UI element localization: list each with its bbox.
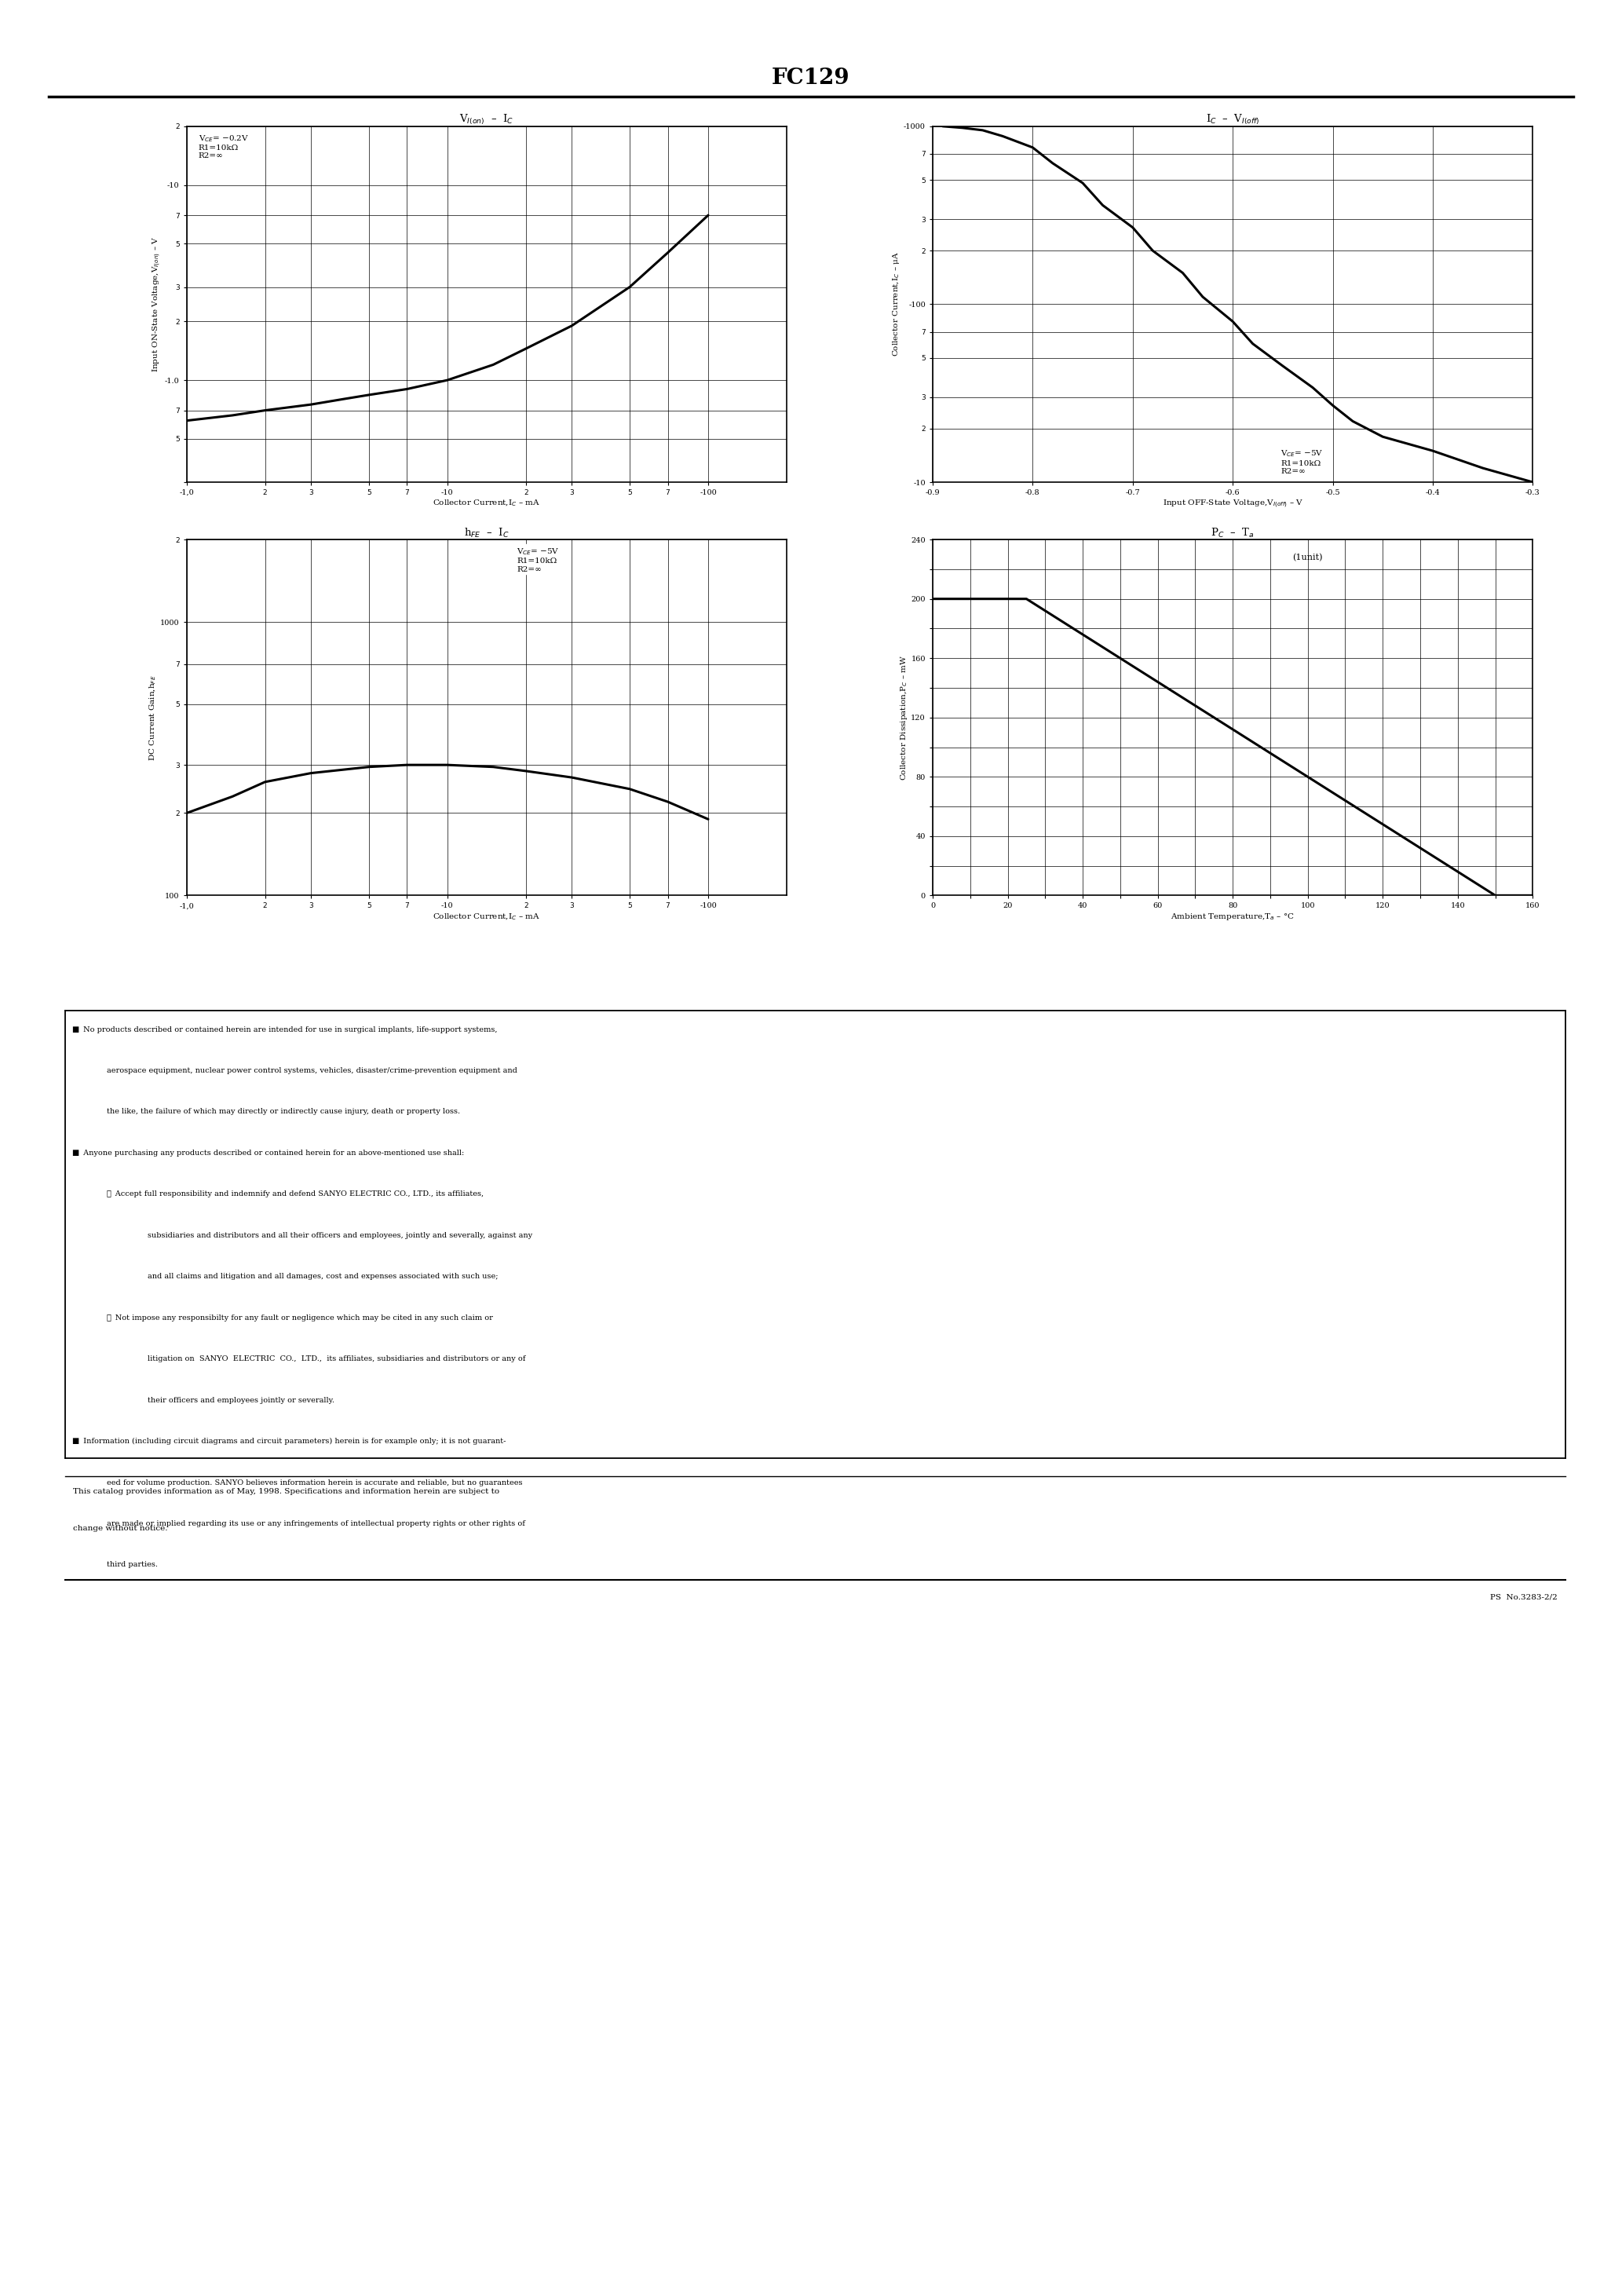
Text: the like, the failure of which may directly or indirectly cause injury, death or: the like, the failure of which may direc…: [107, 1109, 461, 1116]
Text: their officers and employees jointly or severally.: their officers and employees jointly or …: [148, 1396, 334, 1403]
Text: ① Accept full responsibility and indemnify and defend SANYO ELECTRIC CO., LTD., : ① Accept full responsibility and indemni…: [107, 1192, 483, 1199]
Text: eed for volume production. SANYO believes information herein is accurate and rel: eed for volume production. SANYO believe…: [107, 1479, 522, 1486]
Text: subsidiaries and distributors and all their officers and employees, jointly and : subsidiaries and distributors and all th…: [148, 1233, 532, 1240]
Text: litigation on  SANYO  ELECTRIC  CO.,  LTD.,  its affiliates, subsidiaries and di: litigation on SANYO ELECTRIC CO., LTD., …: [148, 1355, 526, 1362]
Text: ■ Information (including circuit diagrams and circuit parameters) herein is for : ■ Information (including circuit diagram…: [73, 1437, 506, 1444]
Text: V$_{CE}$= −5V
R1=10kΩ
R2=∞: V$_{CE}$= −5V R1=10kΩ R2=∞: [1281, 448, 1324, 475]
X-axis label: Collector Current,I$_C$ – mA: Collector Current,I$_C$ – mA: [433, 498, 540, 507]
Text: ■ Anyone purchasing any products described or contained herein for an above-ment: ■ Anyone purchasing any products describ…: [73, 1150, 464, 1157]
Title: h$_{FE}$  –  I$_C$: h$_{FE}$ – I$_C$: [464, 526, 509, 540]
Y-axis label: Collector Current,I$_C$ – μA: Collector Current,I$_C$ – μA: [892, 253, 902, 356]
Text: PS  No.3283-2/2: PS No.3283-2/2: [1489, 1593, 1557, 1600]
X-axis label: Ambient Temperature,T$_a$ – °C: Ambient Temperature,T$_a$ – °C: [1171, 912, 1294, 923]
Text: V$_{CE}$= −0.2V
R1=10kΩ
R2=∞: V$_{CE}$= −0.2V R1=10kΩ R2=∞: [198, 133, 248, 161]
Text: This catalog provides information as of May, 1998. Specifications and informatio: This catalog provides information as of …: [73, 1488, 500, 1495]
Y-axis label: Input ON-State Voltage,V$_{I(on)}$ – V: Input ON-State Voltage,V$_{I(on)}$ – V: [151, 236, 162, 372]
Text: change without notice.: change without notice.: [73, 1525, 167, 1531]
Text: and all claims and litigation and all damages, cost and expenses associated with: and all claims and litigation and all da…: [148, 1272, 498, 1281]
Text: V$_{CE}$= −5V
R1=10kΩ
R2=∞: V$_{CE}$= −5V R1=10kΩ R2=∞: [516, 546, 560, 574]
Title: P$_C$  –  T$_a$: P$_C$ – T$_a$: [1212, 526, 1254, 540]
Text: FC129: FC129: [772, 67, 850, 90]
Y-axis label: Collector Dissipation,P$_C$ – mW: Collector Dissipation,P$_C$ – mW: [899, 654, 908, 781]
Text: third parties.: third parties.: [107, 1561, 157, 1568]
X-axis label: Collector Current,I$_C$ – mA: Collector Current,I$_C$ – mA: [433, 912, 540, 921]
Text: (1unit): (1unit): [1293, 553, 1324, 563]
Text: are made or implied regarding its use or any infringements of intellectual prope: are made or implied regarding its use or…: [107, 1520, 526, 1527]
Title: V$_{I(on)}$  –  I$_C$: V$_{I(on)}$ – I$_C$: [459, 113, 514, 126]
Text: ■ No products described or contained herein are intended for use in surgical imp: ■ No products described or contained her…: [73, 1026, 498, 1033]
Y-axis label: DC Current Gain,h$_{FE}$: DC Current Gain,h$_{FE}$: [148, 675, 157, 760]
X-axis label: Input OFF-State Voltage,V$_{I(off)}$ – V: Input OFF-State Voltage,V$_{I(off)}$ – V: [1163, 498, 1302, 510]
Title: I$_C$  –  V$_{I(off)}$: I$_C$ – V$_{I(off)}$: [1205, 113, 1260, 126]
Text: aerospace equipment, nuclear power control systems, vehicles, disaster/crime-pre: aerospace equipment, nuclear power contr…: [107, 1068, 517, 1075]
Text: ② Not impose any responsibilty for any fault or negligence which may be cited in: ② Not impose any responsibilty for any f…: [107, 1313, 493, 1320]
